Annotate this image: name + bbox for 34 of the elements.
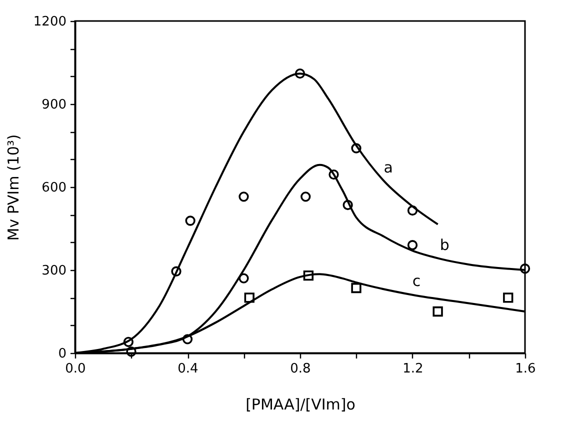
series-label: c (412, 272, 421, 290)
y-tick-label: 300 (42, 264, 66, 278)
point (407, 240, 418, 250)
point (351, 282, 362, 294)
y-axis-title: Mv PVIm (10³) (4, 134, 22, 241)
point (123, 336, 134, 348)
point (182, 334, 193, 344)
x-tick-label: 0.4 (178, 362, 198, 376)
point (503, 292, 514, 303)
y-tick-label: 900 (42, 98, 66, 112)
point (294, 68, 306, 79)
x-tick-label: 0.8 (290, 362, 311, 376)
point (238, 192, 249, 202)
y-tick-label: 1200 (33, 14, 66, 30)
point (185, 216, 196, 226)
point (244, 292, 254, 303)
point (303, 270, 314, 281)
x-axis-title: [PMAA]/[VIm]o (246, 396, 356, 414)
x-tick-label: 0.0 (65, 362, 86, 376)
point (432, 306, 443, 317)
point (342, 200, 353, 210)
series-label: b (440, 236, 450, 254)
x-tick-label: 1.2 (402, 362, 424, 376)
point (520, 264, 530, 274)
point (300, 192, 311, 202)
y-tick-label: 0 (58, 346, 66, 362)
y-tick-label: 600 (42, 180, 66, 196)
point (171, 266, 182, 276)
x-tick-label: 1.6 (515, 362, 536, 376)
series-label: a (384, 158, 393, 176)
point (407, 205, 418, 216)
point (238, 273, 249, 284)
point (351, 143, 362, 154)
point (328, 169, 339, 180)
